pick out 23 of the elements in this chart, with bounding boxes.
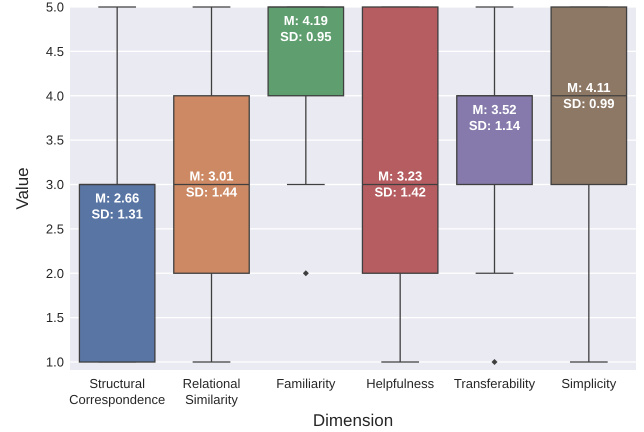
- annotation: M: 3.23 SD: 1.42: [374, 168, 426, 200]
- y-tick-label: 3.0: [46, 177, 64, 192]
- annotation: M: 4.19 SD: 0.95: [280, 13, 332, 44]
- x-tick-label: Familiarity: [276, 376, 336, 391]
- y-tick-label: 1.0: [46, 354, 64, 370]
- annotation: M: 2.66 SD: 1.31: [92, 190, 143, 222]
- y-tick-label: 3.5: [46, 132, 64, 148]
- annotation: M: 3.01 SD: 1.44: [186, 168, 238, 200]
- x-tick-label: Relational Similarity: [182, 376, 241, 407]
- y-axis-title: Value: [13, 167, 32, 210]
- y-tick-label: 1.5: [46, 310, 64, 326]
- y-tick-label: 4.0: [46, 88, 64, 104]
- annotation: M: 3.52 SD: 1.14: [468, 102, 521, 133]
- x-tick-label: Structural Correspondence: [69, 376, 166, 407]
- annotation: M: 4.11 SD: 0.99: [563, 80, 614, 111]
- x-tick-label: Helpfulness: [366, 376, 435, 391]
- x-tick-label: Transferability: [454, 376, 536, 391]
- x-tick-label: Simplicity: [561, 376, 617, 391]
- x-axis-title: Dimension: [312, 411, 394, 430]
- y-tick-label: 4.5: [46, 44, 64, 59]
- y-tick-label: 2.5: [46, 221, 64, 236]
- y-tick-label: 2.0: [46, 266, 64, 281]
- y-tick-label: 5.0: [46, 0, 64, 15]
